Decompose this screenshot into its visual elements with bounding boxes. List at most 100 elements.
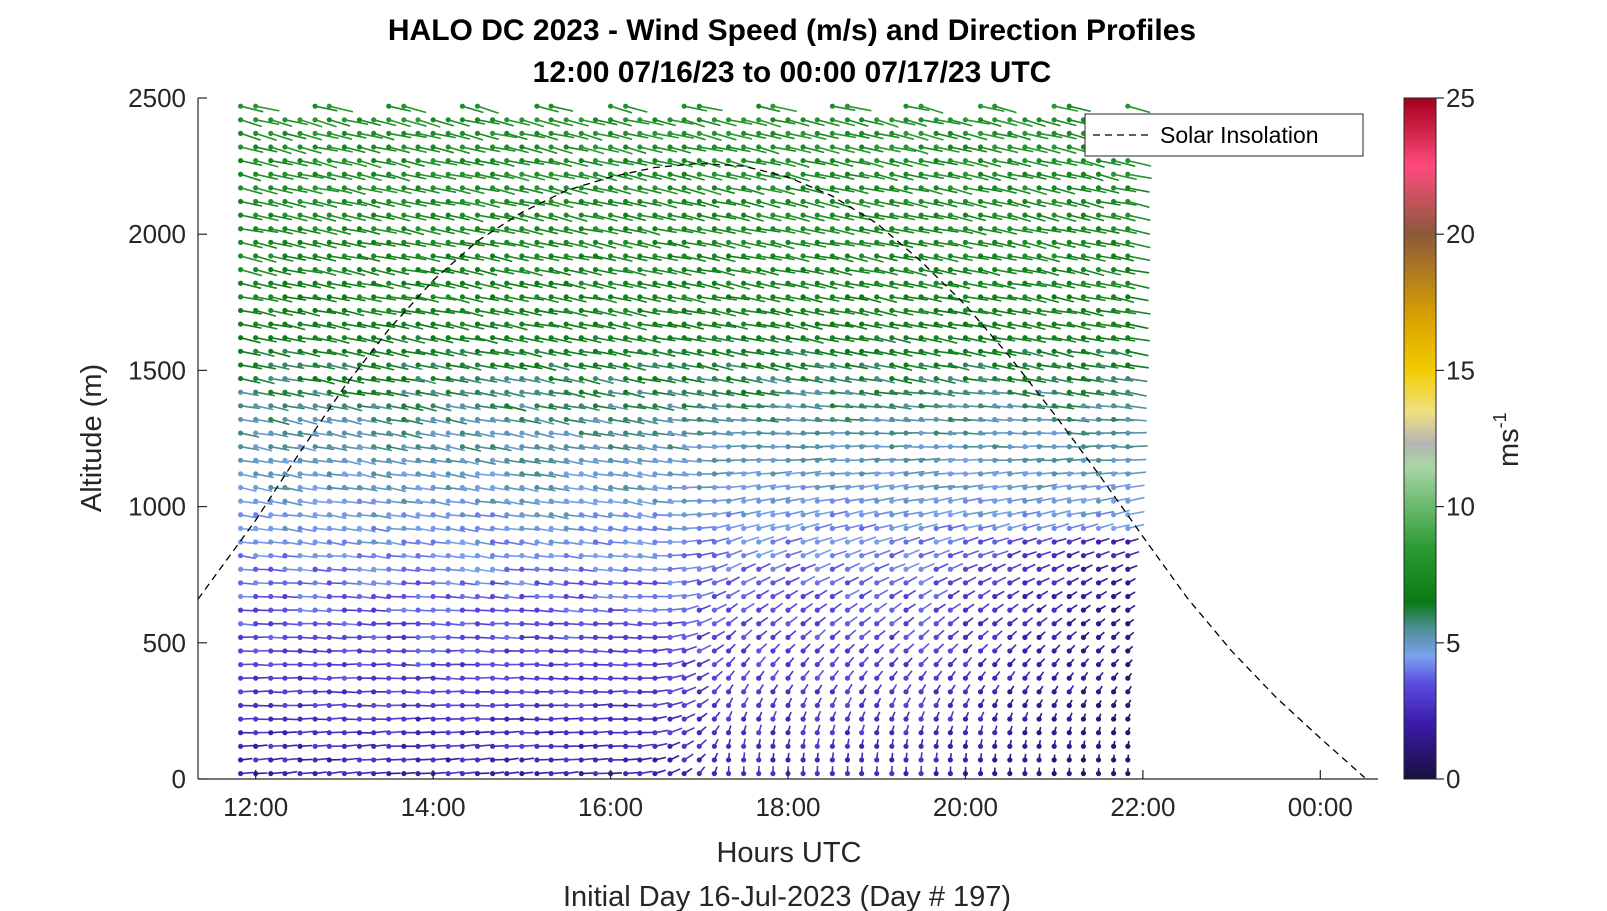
wind-barb-dot (756, 416, 762, 423)
wind-barb-shaft (462, 173, 487, 180)
wind-barb-dot (592, 403, 599, 409)
wind-barb-shaft (506, 241, 530, 249)
wind-barb-shaft (876, 336, 896, 344)
wind-barb-shaft (787, 323, 809, 331)
wind-barb-shaft (329, 405, 349, 411)
wind-barb-dot (489, 389, 496, 395)
wind-barb-shaft (344, 241, 367, 248)
wind-barb-dot (844, 389, 851, 395)
wind-barb-dot (237, 580, 244, 586)
wind-barb-dot (237, 198, 244, 205)
wind-barb-dot (415, 253, 421, 259)
wind-barb-shaft (714, 364, 734, 371)
wind-barb-shaft (240, 486, 257, 493)
wind-barb-dot (268, 525, 274, 531)
wind-barb-shaft (359, 200, 381, 209)
wind-barb-dot (889, 593, 895, 600)
wind-barb-dot (474, 770, 481, 777)
wind-barb-dot (534, 280, 540, 286)
wind-barb-shaft (329, 105, 354, 113)
wind-barb-shaft (581, 513, 598, 519)
wind-barb-dot (474, 239, 481, 245)
wind-barb-dot (371, 267, 377, 273)
wind-barb-shaft (359, 418, 378, 424)
wind-barb-shaft (714, 296, 738, 301)
wind-barb-shaft (728, 282, 751, 290)
wind-barb-shaft (314, 309, 337, 315)
wind-barb-dot (711, 375, 717, 382)
wind-barb-dot (829, 198, 835, 205)
wind-barb-shaft (669, 364, 690, 370)
wind-barb-shaft (403, 173, 427, 180)
wind-barb-shaft (581, 119, 606, 126)
wind-barb-shaft (284, 282, 307, 288)
wind-barb-dot (371, 621, 377, 627)
wind-barb-shaft (595, 391, 616, 398)
wind-barb-dot (947, 539, 953, 545)
wind-barb-dot (844, 103, 851, 109)
wind-barb-dot (859, 661, 865, 668)
wind-barb-dot (667, 362, 673, 368)
wind-barb-dot (386, 770, 392, 777)
wind-barb-dot (681, 294, 687, 300)
wind-barb-shaft (965, 309, 989, 315)
wind-barb-dot (681, 580, 687, 586)
wind-barb-dot (474, 553, 481, 559)
wind-barb-shaft (936, 282, 960, 288)
wind-barb-dot (814, 607, 820, 613)
wind-barb-dot (711, 621, 717, 627)
wind-barb-dot (637, 144, 643, 150)
wind-barb-dot (341, 634, 347, 640)
wind-barb-dot (312, 198, 318, 205)
wind-barb-dot (667, 702, 673, 709)
wind-barb-dot (504, 389, 510, 395)
wind-barb-shaft (417, 227, 441, 236)
wind-barb-shaft (625, 377, 646, 384)
wind-barb-dot (859, 253, 865, 259)
wind-barb-dot (814, 716, 820, 722)
wind-barb-shaft (477, 241, 500, 248)
wind-barb-shaft (403, 364, 423, 371)
wind-barb-dot (711, 457, 717, 463)
wind-barb-shaft (359, 255, 381, 262)
wind-barb-dot (903, 471, 909, 477)
wind-barb-dot (785, 348, 791, 354)
wind-barb-dot (844, 267, 851, 273)
wind-barb-shaft (373, 391, 395, 397)
wind-barb-dot (519, 689, 525, 695)
wind-barb-shaft (566, 241, 589, 249)
wind-barb-shaft (462, 323, 485, 330)
wind-barb-dot (681, 498, 687, 504)
wind-barb-dot (282, 539, 288, 545)
wind-barb-dot (933, 171, 939, 177)
wind-barb-dot (785, 226, 791, 232)
wind-barb-dot (415, 444, 421, 450)
wind-barb-shaft (669, 214, 694, 221)
wind-barb-dot (977, 716, 984, 722)
wind-barb-dot (297, 185, 303, 191)
wind-barb-dot (903, 307, 909, 314)
wind-barb-shaft (714, 268, 736, 277)
wind-barb-shaft (772, 377, 792, 384)
wind-barb-dot (341, 525, 347, 531)
wind-barb-dot (519, 553, 525, 559)
wind-barb-dot (903, 253, 909, 259)
wind-barb-shaft (654, 187, 678, 195)
wind-barb-dot (859, 307, 865, 314)
wind-barb-dot (681, 348, 687, 354)
wind-barb-dot (297, 212, 303, 218)
wind-barb-shaft (240, 473, 258, 479)
wind-barb-shaft (787, 296, 811, 302)
wind-barb-shaft (344, 119, 369, 126)
wind-barb-shaft (255, 364, 277, 370)
wind-barb-dot (859, 553, 865, 559)
wind-barb-dot (903, 607, 909, 613)
wind-barb-dot (504, 621, 510, 627)
wind-barb-dot (874, 634, 880, 640)
wind-barb-shaft (477, 336, 498, 345)
wind-barb-dot (401, 553, 407, 559)
wind-barb-dot (459, 471, 465, 477)
wind-barb-dot (696, 185, 702, 191)
wind-barb-dot (519, 430, 525, 436)
wind-barb-dot (962, 212, 969, 218)
